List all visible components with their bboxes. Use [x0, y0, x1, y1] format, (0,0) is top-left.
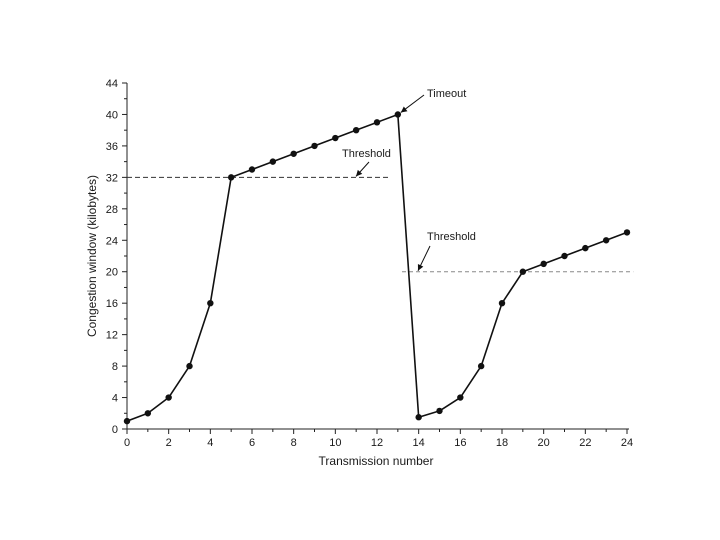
x-tick-label: 8 — [291, 437, 297, 449]
data-point — [352, 126, 360, 134]
annotation-label: Timeout — [427, 88, 466, 100]
data-point — [207, 299, 214, 307]
data-point — [311, 142, 318, 150]
y-tick-label: 24 — [106, 235, 118, 247]
y-tick-label: 36 — [106, 141, 118, 153]
data-point — [227, 174, 235, 181]
x-tick-label: 2 — [166, 437, 172, 449]
data-point — [457, 394, 464, 401]
series — [123, 111, 631, 425]
data-point — [269, 158, 277, 165]
x-tick-label: 18 — [496, 437, 508, 449]
data-point — [165, 394, 172, 401]
x-tick-label: 6 — [249, 437, 255, 449]
x-tick-label: 24 — [621, 437, 633, 449]
annotations: Timeout Threshold Threshold — [342, 88, 476, 271]
x-tick-label: 10 — [329, 437, 341, 449]
y-tick-label: 28 — [106, 204, 118, 216]
x-tick-label: 0 — [124, 437, 130, 449]
x-tick-label: 22 — [579, 437, 591, 449]
x-tick-label: 20 — [538, 437, 550, 449]
data-point — [519, 268, 527, 275]
data-point — [540, 260, 547, 268]
data-point — [394, 111, 402, 118]
data-point — [123, 417, 131, 425]
arrow-head — [356, 169, 363, 177]
y-tick-label: 16 — [106, 298, 118, 310]
threshold-lines — [127, 176, 634, 273]
data-point — [561, 252, 568, 260]
y-tick-label: 0 — [112, 424, 118, 436]
data-point — [582, 244, 589, 252]
data-point — [373, 119, 381, 126]
data-point — [623, 229, 631, 236]
data-point — [332, 134, 339, 142]
axes: 0 2 4 6 8 10 12 14 16 18 20 22 240481216202428323640… — [106, 78, 633, 449]
y-tick-label: 4 — [112, 393, 118, 405]
data-point — [436, 407, 443, 415]
data-point — [144, 410, 152, 417]
annotation-label: Threshold — [342, 148, 391, 160]
arrow-head — [417, 264, 424, 271]
data-point — [602, 237, 610, 244]
x-tick-label: 16 — [454, 437, 466, 449]
x-axis-title: Transmission number — [319, 454, 434, 468]
data-point — [290, 150, 297, 157]
data-point — [415, 414, 422, 421]
y-tick-label: 32 — [106, 172, 118, 184]
y-tick-label: 8 — [112, 361, 118, 373]
annotation-label: Threshold — [427, 231, 476, 243]
arrow-head — [400, 106, 408, 113]
data-point — [248, 166, 256, 173]
data-point — [498, 299, 506, 307]
y-tick-label: 12 — [106, 330, 118, 342]
x-tick-label: 4 — [207, 437, 213, 449]
y-tick-label: 20 — [106, 267, 118, 279]
x-tick-label: 14 — [413, 437, 425, 449]
y-tick-label: 40 — [106, 109, 118, 121]
y-axis-title: Congestion window (kilobytes) — [85, 175, 99, 337]
series-line — [126, 113, 628, 422]
y-tick-label: 44 — [106, 78, 118, 90]
data-point — [186, 362, 193, 370]
data-point — [477, 362, 485, 370]
x-tick-label: 12 — [371, 437, 383, 449]
